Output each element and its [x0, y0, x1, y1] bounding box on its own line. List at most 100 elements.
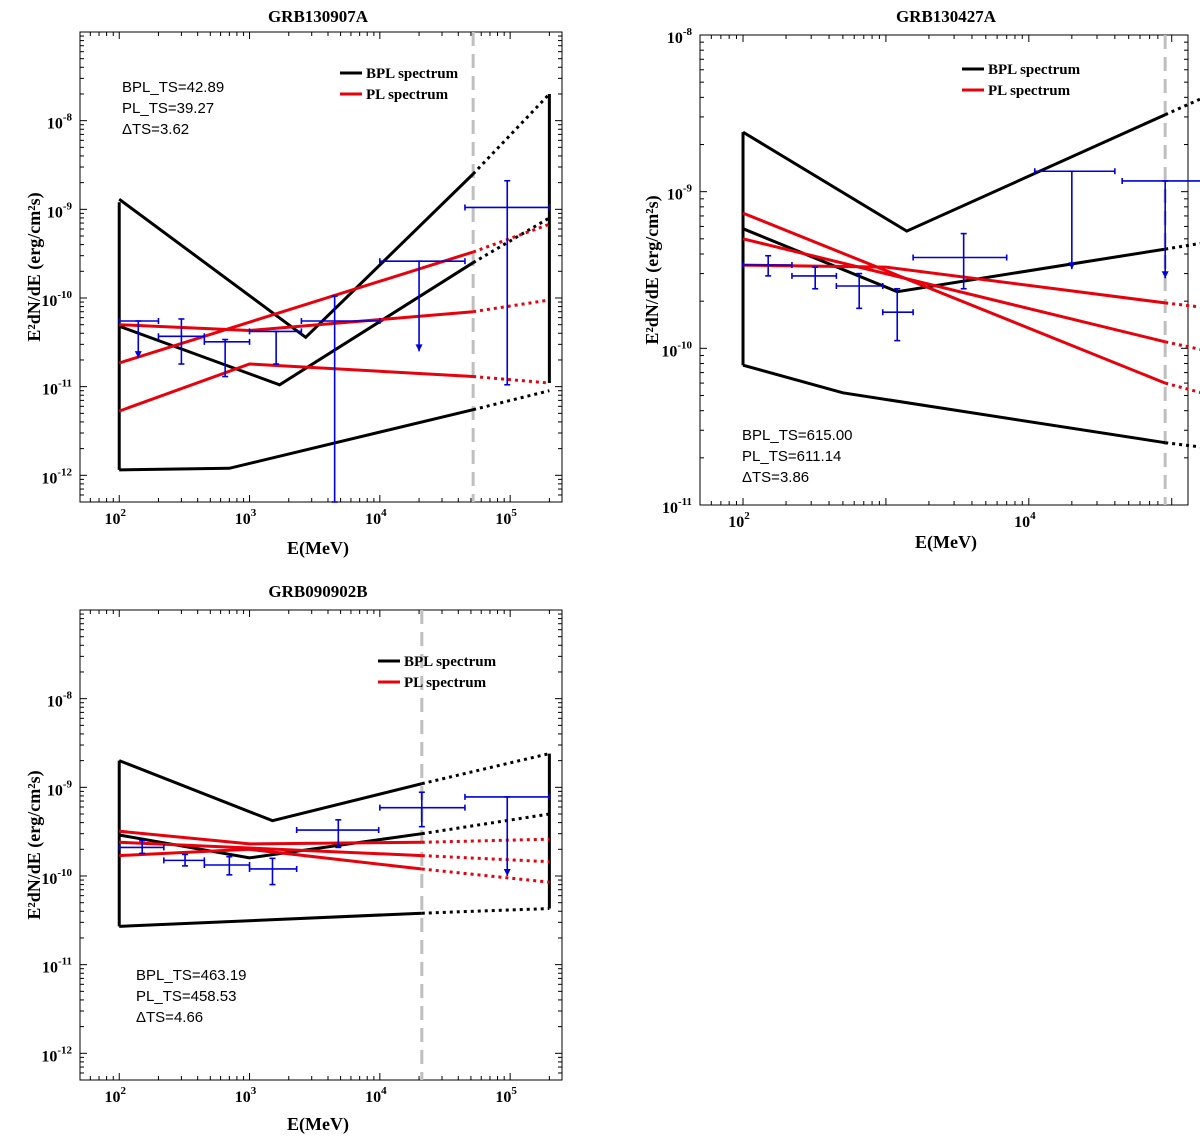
bpl-lower-line-extrapolated: [1165, 441, 1200, 449]
y-tick-label: 10-9: [667, 183, 693, 204]
x-axis-label: E(MeV): [915, 532, 977, 553]
x-tick-label: 103: [235, 507, 257, 528]
y-tick-label: 10-10: [661, 339, 692, 360]
y-tick-label: 10-9: [47, 778, 73, 799]
ts-annotation-line: ΔTS=3.62: [122, 121, 189, 138]
ts-annotation-line: PL_TS=458.53: [136, 988, 237, 1005]
ts-annotation: BPL_TS=42.89 PL_TS=39.27 ΔTS=3.62: [122, 79, 224, 138]
bpl-upper-line-extrapolated: [421, 752, 550, 786]
ts-annotation-line: BPL_TS=463.19: [136, 967, 247, 984]
legend-bpl-label: BPL spectrum: [366, 66, 459, 82]
data-point: [118, 839, 165, 855]
chart-title: GRB130427A: [896, 7, 997, 26]
plot-frame: [79, 31, 563, 503]
x-axis: 102 104: [699, 35, 1173, 531]
x-tick-label: 104: [1014, 510, 1036, 531]
legend: BPL spectrum PL spectrum: [962, 62, 1081, 99]
data-point: [881, 287, 914, 342]
pl-best-line: [119, 840, 422, 858]
x-axis: 102 103 104 105: [79, 610, 550, 1106]
ts-annotation-line: ΔTS=3.86: [742, 469, 809, 486]
data-point: [464, 793, 551, 876]
y-axis-label: E²dN/dE (erg/cm²s): [24, 192, 45, 341]
bpl-best-line-extrapolated: [421, 812, 550, 836]
pl-best-line: [119, 310, 474, 333]
data-point: [912, 232, 1008, 290]
upper-limit-arrow: [503, 868, 511, 876]
bpl-upper-line: [118, 759, 423, 823]
ts-annotation: BPL_TS=615.00 PL_TS=611.14 ΔTS=3.86: [742, 427, 853, 486]
pl-best-line-extrapolated: [421, 854, 550, 864]
data-point: [295, 819, 380, 849]
x-tick-label: 105: [495, 1085, 517, 1106]
upper-limit-arrow: [1161, 271, 1169, 279]
data-points: [742, 168, 1200, 342]
y-tick-label: 10-12: [41, 466, 72, 487]
legend-pl-label: PL spectrum: [366, 87, 449, 103]
data-point: [118, 318, 160, 359]
bpl-upper-line-extrapolated: [472, 92, 551, 176]
x-tick-label: 104: [365, 507, 387, 528]
chart-panel-2: GRB130427A 102 104 10-11 10-10 10-9 10-8 E(MeV)…: [642, 7, 1200, 553]
bpl-lower-line-extrapolated: [421, 907, 550, 915]
x-tick-label: 102: [104, 1085, 126, 1106]
ts-annotation-line: ΔTS=4.66: [136, 1009, 203, 1026]
y-axis: 10-11 10-10 10-9 10-8: [661, 26, 1188, 517]
upper-limit-arrow: [415, 344, 423, 352]
data-point: [248, 328, 303, 365]
bpl-upper-line: [118, 172, 475, 340]
data-point: [203, 855, 251, 876]
upper-limit-arrow: [1068, 262, 1076, 270]
data-point: [300, 295, 381, 503]
legend-pl-label: PL spectrum: [988, 83, 1071, 99]
y-tick-label: 10-12: [41, 1044, 72, 1065]
data-point: [379, 791, 466, 828]
plot-frame: [699, 34, 1189, 506]
pl-upper-line-extrapolated: [472, 222, 550, 254]
y-tick-label: 10-11: [42, 956, 72, 977]
y-tick-label: 10-10: [41, 867, 72, 888]
y-tick-label: 10-8: [667, 26, 693, 47]
pl-best-line: [742, 237, 1166, 344]
data-point: [163, 853, 206, 867]
data-point: [742, 254, 793, 277]
bpl-lower-line: [119, 408, 474, 472]
data-point: [157, 318, 206, 365]
pl-best-line-extrapolated: [1164, 340, 1200, 351]
data-point: [1033, 168, 1116, 270]
pl-lower-line: [119, 847, 422, 871]
pl-upper-line: [742, 211, 1166, 385]
x-tick-label: 104: [365, 1085, 387, 1106]
bpl-upper-line-extrapolated: [1164, 97, 1200, 117]
x-tick-label: 102: [104, 507, 126, 528]
chart-title: GRB090902B: [268, 582, 367, 601]
ts-annotation: BPL_TS=463.19 PL_TS=458.53 ΔTS=4.66: [136, 967, 247, 1026]
pl-upper-line: [118, 250, 474, 365]
upper-limit-arrow: [134, 351, 142, 359]
x-axis-label: E(MeV): [287, 1114, 349, 1135]
y-tick-label: 10-8: [47, 112, 73, 133]
x-tick-label: 102: [728, 510, 750, 531]
pl-lower-line-extrapolated: [472, 375, 550, 385]
bpl-best-line-extrapolated: [1164, 241, 1200, 251]
pl-upper-line-extrapolated: [1164, 381, 1200, 394]
y-tick-label: 10-11: [662, 496, 692, 517]
y-tick-label: 10-8: [47, 690, 73, 711]
legend: BPL spectrum PL spectrum: [378, 654, 497, 691]
x-axis-label: E(MeV): [287, 538, 349, 559]
ts-annotation-line: BPL_TS=615.00: [742, 427, 853, 444]
pl-upper-line-extrapolated: [421, 837, 550, 844]
x-axis: 102 103 104 105: [79, 32, 550, 528]
pl-lower-line-extrapolated: [1165, 301, 1200, 309]
bpl-lower-line-extrapolated: [472, 389, 550, 412]
data-point: [835, 272, 884, 310]
ts-annotation-line: PL_TS=39.27: [122, 100, 214, 117]
data-points: [118, 179, 551, 503]
legend-pl-label: PL spectrum: [404, 675, 487, 691]
legend: BPL spectrum PL spectrum: [340, 66, 459, 103]
data-point: [379, 258, 466, 352]
y-tick-label: 10-9: [47, 200, 73, 221]
chart-title: GRB130907A: [268, 7, 369, 26]
